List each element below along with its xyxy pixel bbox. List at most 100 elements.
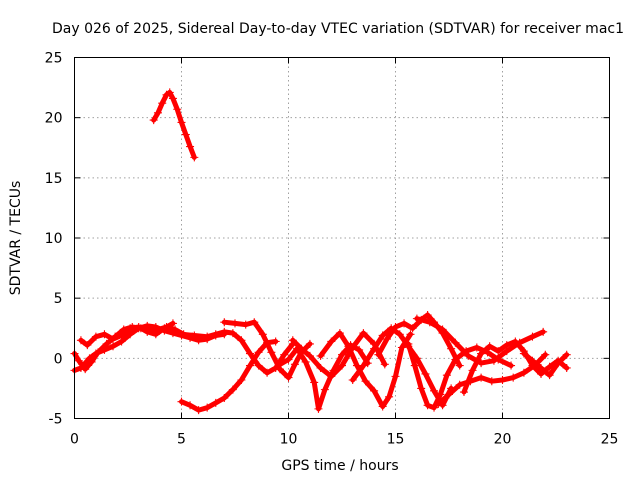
data-point — [451, 338, 460, 347]
data-point — [263, 368, 272, 377]
series-arc-m — [434, 350, 550, 409]
data-point — [425, 318, 434, 327]
data-point — [94, 348, 103, 357]
data-point — [509, 373, 518, 382]
series-trace — [179, 339, 279, 413]
data-point — [171, 325, 180, 334]
data-point — [151, 330, 160, 339]
data-point — [81, 365, 90, 374]
chart-title: Day 026 of 2025, Sidereal Day-to-day VTE… — [52, 21, 624, 37]
data-point — [241, 320, 250, 329]
data-point — [284, 373, 293, 382]
x-axis-label: GPS time / hours — [281, 458, 398, 474]
series-arc-o — [519, 349, 571, 380]
data-point — [545, 362, 554, 371]
series-trace — [350, 325, 454, 408]
data-point — [211, 398, 220, 407]
data-point — [160, 324, 169, 333]
data-point — [190, 153, 199, 162]
series-trace — [318, 330, 413, 409]
data-point — [397, 343, 406, 352]
series-trace — [78, 320, 176, 348]
data-point — [173, 105, 182, 114]
data-point — [400, 319, 409, 328]
data-point — [378, 331, 387, 340]
x-tick-label: 15 — [387, 432, 405, 448]
data-point — [338, 350, 346, 359]
x-tick-label: 0 — [70, 432, 79, 448]
data-point — [271, 337, 280, 346]
data-point — [305, 351, 314, 360]
data-point — [451, 355, 460, 364]
data-point — [361, 377, 370, 386]
data-point — [406, 330, 415, 339]
data-point — [359, 329, 368, 338]
data-point — [430, 386, 439, 395]
data-point — [438, 325, 447, 334]
data-point — [382, 335, 391, 344]
data-point — [335, 329, 344, 338]
plot-series — [70, 88, 571, 415]
data-point — [489, 356, 498, 365]
data-point — [275, 360, 284, 369]
data-point — [267, 348, 276, 357]
data-point — [511, 337, 520, 346]
data-point — [472, 343, 481, 352]
data-point — [421, 369, 430, 378]
data-point — [220, 394, 229, 403]
x-tick-label: 10 — [280, 432, 298, 448]
data-point — [100, 330, 109, 339]
data-point — [385, 392, 394, 401]
data-point — [190, 331, 199, 340]
data-point — [487, 377, 496, 386]
data-point — [290, 360, 299, 369]
data-point — [378, 402, 387, 411]
series-trace — [151, 89, 197, 160]
data-point — [459, 388, 468, 397]
data-point — [507, 361, 516, 370]
data-point — [498, 375, 507, 384]
data-point — [153, 108, 162, 117]
data-point — [434, 400, 443, 409]
data-point — [477, 373, 486, 382]
y-tick-label: 0 — [54, 351, 63, 367]
data-point — [228, 329, 237, 338]
data-point — [254, 348, 263, 357]
y-tick-label: -5 — [49, 412, 63, 428]
data-point — [464, 351, 473, 360]
data-point — [74, 356, 83, 365]
data-point — [468, 366, 477, 375]
data-point — [91, 332, 100, 341]
data-point — [545, 371, 554, 380]
data-point — [348, 375, 357, 384]
data-point — [410, 361, 419, 370]
data-point — [447, 344, 456, 353]
y-tick-labels: -5 0 5 10 15 20 25 — [45, 51, 63, 428]
data-point — [177, 397, 186, 406]
data-point — [537, 363, 546, 372]
data-point — [305, 339, 314, 348]
data-point — [370, 386, 379, 395]
data-point — [288, 336, 297, 345]
data-point — [327, 337, 336, 346]
data-point — [134, 323, 143, 332]
y-tick-label: 10 — [45, 231, 63, 247]
data-point — [380, 360, 389, 369]
data-point — [310, 378, 319, 387]
data-point — [237, 336, 246, 345]
data-point — [554, 359, 563, 368]
series-trace — [290, 330, 388, 379]
data-point — [391, 372, 400, 381]
data-point — [442, 371, 451, 380]
data-point — [477, 349, 486, 358]
data-point — [519, 349, 528, 358]
data-point — [541, 350, 550, 359]
data-point — [355, 345, 364, 354]
data-point — [220, 327, 229, 336]
data-point — [485, 342, 494, 351]
data-point — [231, 319, 239, 328]
data-point — [344, 342, 353, 351]
data-point — [228, 385, 237, 394]
data-point — [126, 324, 135, 333]
y-tick-label: 25 — [45, 51, 63, 67]
